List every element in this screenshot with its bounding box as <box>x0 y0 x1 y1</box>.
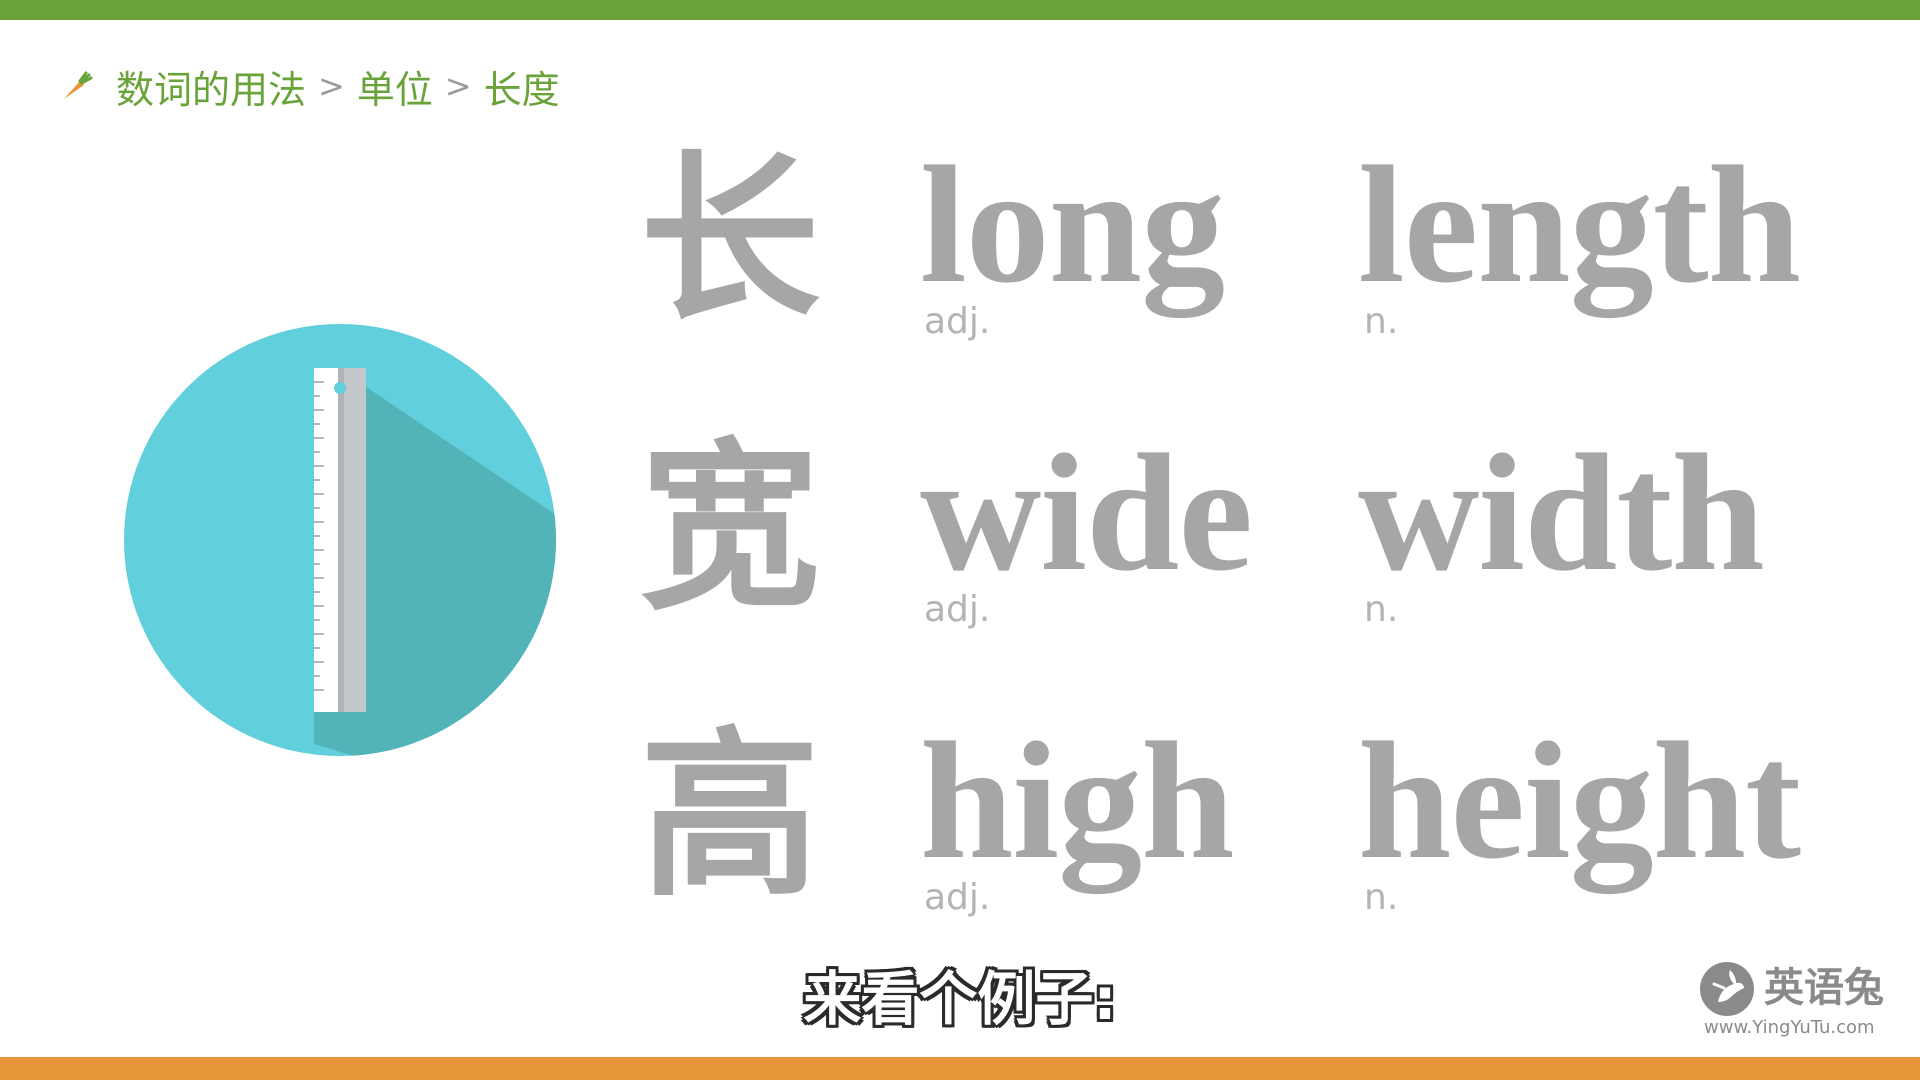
adjective-pos-label: adj. <box>924 589 991 630</box>
breadcrumb-item-category[interactable]: 数词的用法 <box>116 67 307 112</box>
brand-logo: 英语兔 www.YingYuTu.com <box>1700 958 1900 1042</box>
breadcrumb-item-section[interactable]: 单位 <box>356 67 433 112</box>
noun-pos-label: n. <box>1364 301 1399 342</box>
carrot-icon <box>64 71 93 99</box>
top-accent-bar <box>0 0 1920 20</box>
brand-name: 英语兔 <box>1764 964 1884 1011</box>
video-subtitle: 来看个例子: <box>803 965 1117 1033</box>
adjective-pos-label: adj. <box>924 877 991 918</box>
noun-word: height <box>1358 708 1801 894</box>
adjective-word: wide <box>920 420 1253 606</box>
noun-word: length <box>1358 132 1801 318</box>
adjective-word: high <box>920 708 1235 894</box>
noun-pos-label: n. <box>1364 877 1399 918</box>
rabbit-icon <box>1700 962 1754 1016</box>
adjective-word: long <box>920 132 1225 318</box>
breadcrumb-separator: > <box>318 67 345 105</box>
hanzi-character: 宽 <box>639 422 820 633</box>
ruler-icon <box>124 324 556 756</box>
brand-url[interactable]: www.YingYuTu.com <box>1704 1017 1875 1038</box>
noun-word: width <box>1358 420 1765 606</box>
adjective-pos-label: adj. <box>924 301 991 342</box>
hanzi-character: 长 <box>639 134 820 345</box>
breadcrumb: 数词的用法 > 单位 > 长度 <box>60 58 560 114</box>
hanzi-character: 高 <box>639 710 820 921</box>
vocab-row-width: 宽 wide adj. width n. <box>630 428 1850 658</box>
breadcrumb-separator: > <box>444 67 472 105</box>
vocab-row-length: 长 long adj. length n. <box>630 140 1850 370</box>
noun-pos-label: n. <box>1364 589 1399 630</box>
breadcrumb-item-current: 长度 <box>483 67 560 112</box>
vocabulary-grid: 长 long adj. length n. 宽 wide adj. width … <box>630 140 1850 940</box>
vocab-row-height: 高 high adj. height n. <box>630 716 1850 946</box>
bottom-accent-bar <box>0 1057 1920 1080</box>
